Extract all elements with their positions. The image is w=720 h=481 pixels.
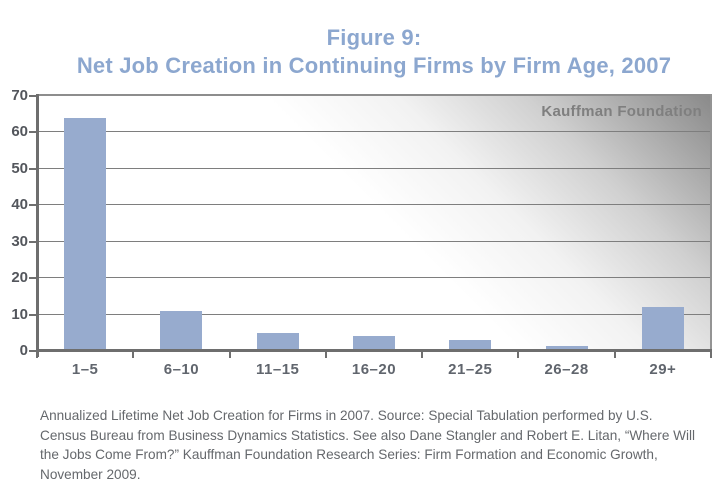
x-axis-tick-mark (613, 352, 616, 358)
x-axis-tick-mark (324, 352, 327, 358)
source-caption: Annualized Lifetime Net Job Creation for… (40, 408, 696, 481)
y-axis-tick-mark (29, 204, 36, 207)
bar-11–15 (256, 332, 299, 351)
chart-title-line1: Figure 9: (326, 25, 422, 50)
watermark-kauffman-foundation: Kauffman Foundation (541, 103, 702, 120)
bar-21–25 (449, 340, 492, 351)
bar-6–10 (160, 310, 203, 351)
y-axis-tick-mark (29, 131, 36, 134)
plot-border-right (710, 94, 712, 352)
x-axis-label-29+: 29+ (649, 361, 677, 378)
y-axis-tick-mark (29, 350, 36, 352)
plot-area: Kauffman Foundation (37, 96, 711, 351)
x-axis-tick-mark (132, 352, 135, 358)
x-axis-line (36, 349, 712, 352)
gridline (37, 204, 711, 206)
gridline (37, 167, 711, 169)
y-axis-tick-mark (29, 277, 36, 280)
chart-title-line2: Net Job Creation in Continuing Firms by … (76, 53, 672, 78)
y-axis-tick-mark (29, 95, 36, 97)
bar-1–5 (64, 117, 107, 351)
plot-border-top (36, 94, 712, 96)
x-axis-tick-mark (710, 352, 712, 358)
y-axis-tick-mark (29, 167, 36, 170)
x-axis-label-11–15: 11–15 (256, 361, 300, 378)
y-axis-tick-label: 0 (19, 342, 28, 359)
y-axis-tick-label: 60 (11, 123, 28, 141)
y-axis-tick-label: 50 (11, 159, 28, 177)
y-axis-tick-label: 10 (11, 305, 28, 323)
x-axis-label-1–5: 1–5 (71, 361, 99, 378)
y-axis-tick-label: 70 (11, 87, 28, 104)
x-axis-label-26–28: 26–28 (544, 361, 589, 378)
gridline (37, 131, 711, 133)
bar-16–20 (353, 336, 395, 351)
x-axis-label-6–10: 6–10 (163, 361, 200, 378)
y-axis-tick-label: 30 (11, 232, 28, 250)
x-axis-tick-mark (36, 352, 38, 358)
y-axis-line (36, 94, 39, 357)
x-axis-label-16–20: 16–20 (351, 361, 397, 378)
x-axis-tick-mark (517, 352, 520, 358)
y-axis-tick-mark (29, 240, 36, 243)
gridline (37, 240, 711, 242)
x-axis-label-21–25: 21–25 (448, 361, 493, 378)
y-axis-tick-label: 20 (11, 269, 28, 287)
gridline (37, 313, 711, 315)
bar-29+ (641, 307, 684, 351)
chart-title: Figure 9: Net Job Creation in Continuing… (28, 24, 720, 80)
y-axis-tick-label: 40 (11, 196, 28, 214)
gridline (37, 277, 711, 279)
x-axis-tick-mark (228, 352, 231, 358)
y-axis-tick-mark (29, 313, 36, 316)
bar-26–28 (545, 345, 588, 351)
x-axis-tick-mark (421, 352, 424, 358)
